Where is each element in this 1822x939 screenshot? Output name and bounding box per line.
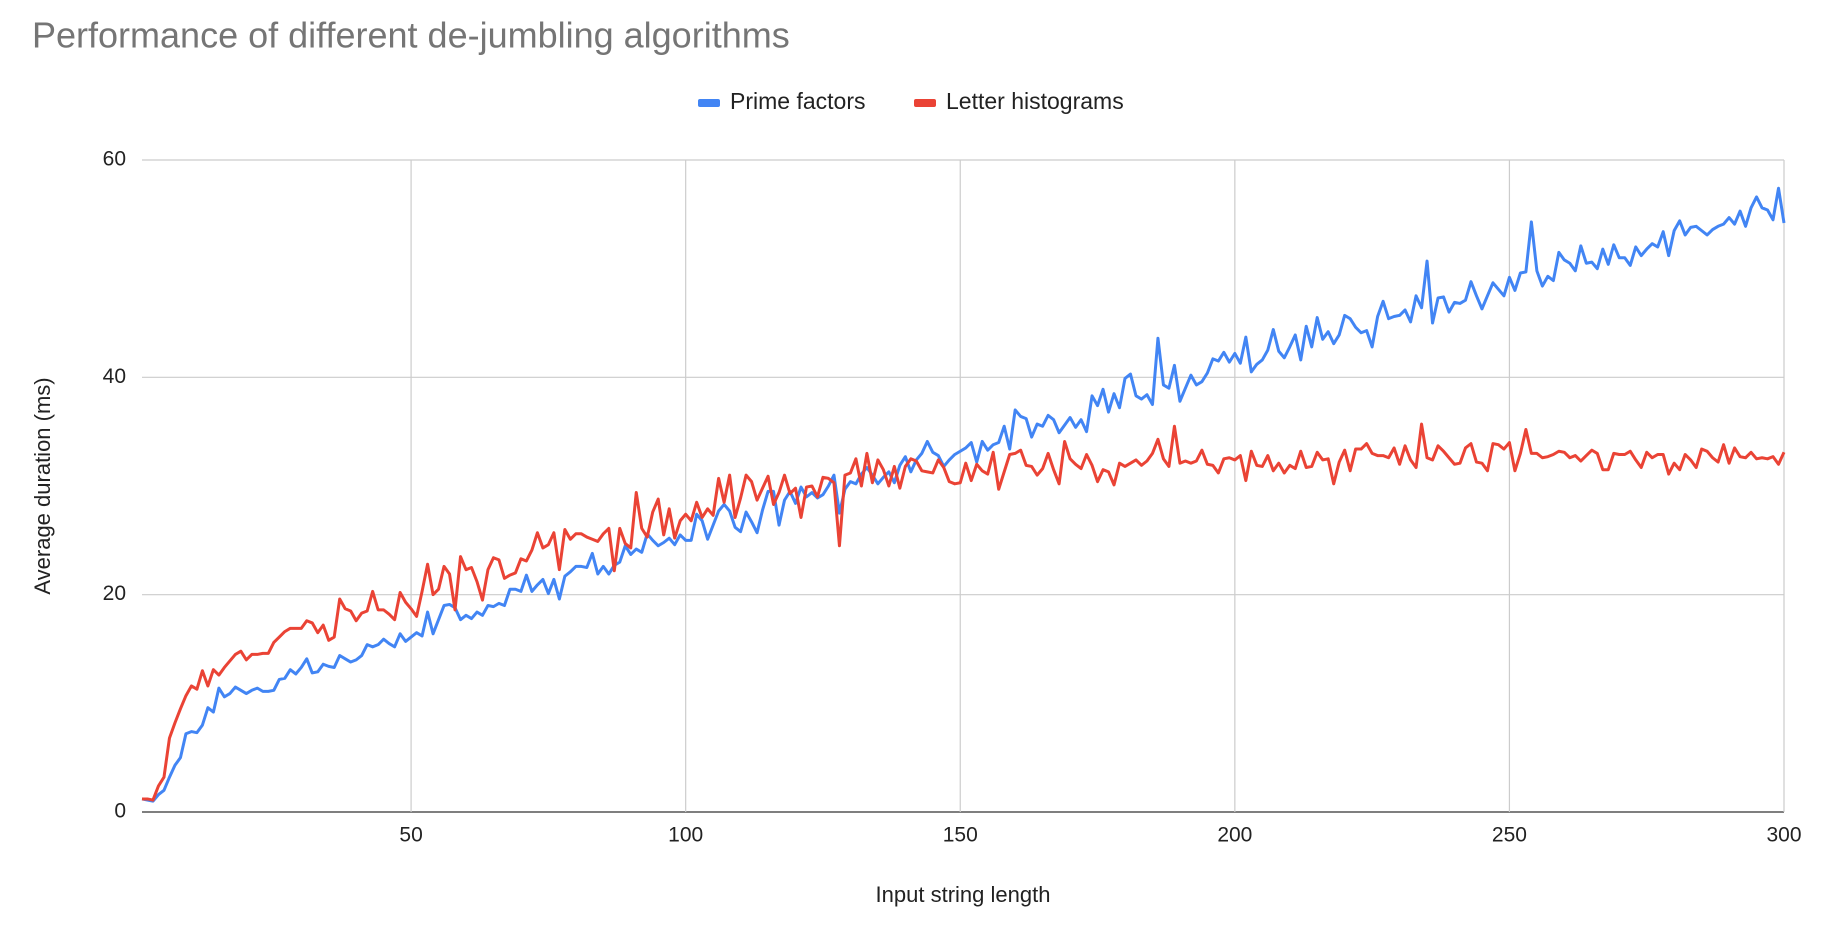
y-tick-label: 60 xyxy=(103,148,126,171)
legend-swatch xyxy=(914,99,936,107)
x-tick-label: 300 xyxy=(1766,824,1801,847)
x-tick-label: 200 xyxy=(1217,824,1252,847)
x-tick-label: 50 xyxy=(399,824,422,847)
legend-label: Prime factors xyxy=(730,88,865,114)
chart-title: Performance of different de-jumbling alg… xyxy=(32,15,790,56)
legend-swatch xyxy=(698,99,720,107)
y-tick-label: 0 xyxy=(114,800,126,823)
y-tick-label: 20 xyxy=(103,582,126,605)
y-tick-label: 40 xyxy=(103,365,126,388)
x-tick-label: 150 xyxy=(943,824,978,847)
x-axis-title: Input string length xyxy=(876,882,1051,907)
y-axis-title: Average duration (ms) xyxy=(30,377,55,594)
x-tick-label: 250 xyxy=(1492,824,1527,847)
x-tick-label: 100 xyxy=(668,824,703,847)
series-line xyxy=(142,422,1786,802)
series-line xyxy=(141,186,1786,803)
legend-label: Letter histograms xyxy=(946,88,1124,114)
